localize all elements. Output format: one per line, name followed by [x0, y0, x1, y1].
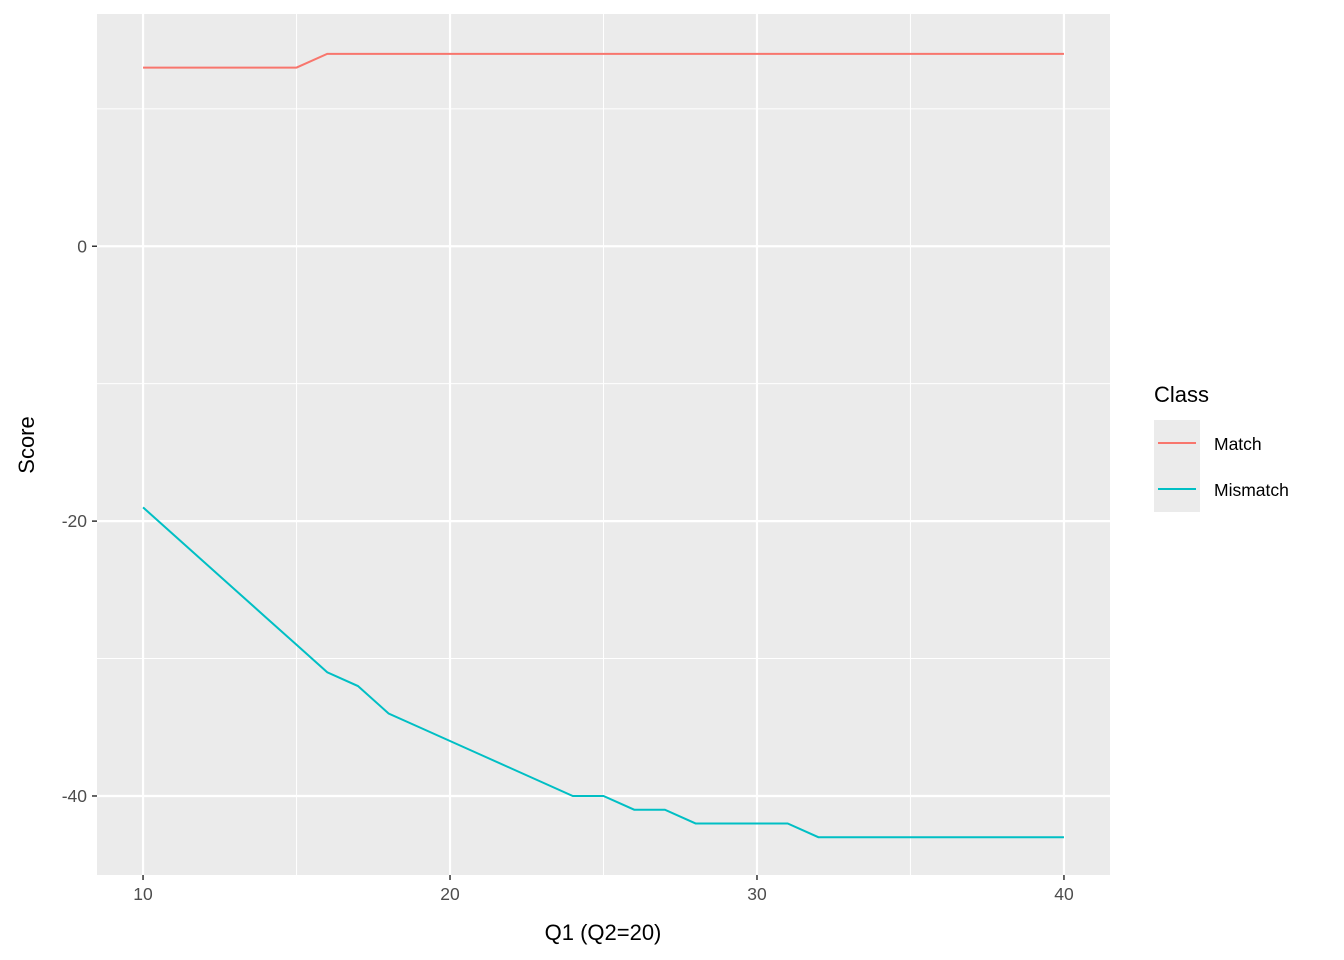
x-tick-label: 20 — [440, 884, 460, 904]
x-axis-label: Q1 (Q2=20) — [545, 920, 662, 945]
y-axis-label: Score — [14, 416, 39, 473]
x-tick-label: 10 — [133, 884, 153, 904]
series-line-match — [143, 52, 1064, 69]
legend-label: Match — [1214, 434, 1262, 454]
legend: Class Match Mismatch — [1154, 382, 1289, 512]
y-tick-label: -40 — [62, 786, 88, 806]
y-tick-label: -20 — [62, 511, 88, 531]
series-lines — [142, 52, 1064, 839]
x-tick-label: 40 — [1054, 884, 1074, 904]
legend-label: Mismatch — [1214, 480, 1289, 500]
y-tick-label: 0 — [77, 236, 87, 256]
gridlines — [97, 14, 1110, 875]
axes: 10 20 30 40 0 -20 -40 — [62, 236, 1074, 904]
x-tick-label: 30 — [747, 884, 767, 904]
legend-title: Class — [1154, 382, 1209, 407]
series-line-mismatch — [142, 506, 1064, 839]
